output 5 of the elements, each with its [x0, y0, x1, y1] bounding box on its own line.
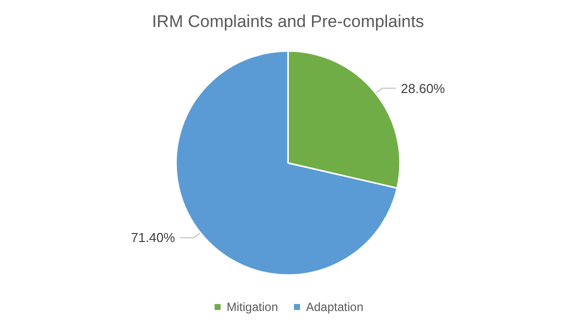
- legend-label: Mitigation: [226, 300, 278, 314]
- chart-title: IRM Complaints and Pre-complaints: [152, 12, 424, 31]
- legend-label: Adaptation: [306, 300, 364, 314]
- data-label: 71.40%: [131, 230, 176, 246]
- data-label: 28.60%: [400, 80, 446, 96]
